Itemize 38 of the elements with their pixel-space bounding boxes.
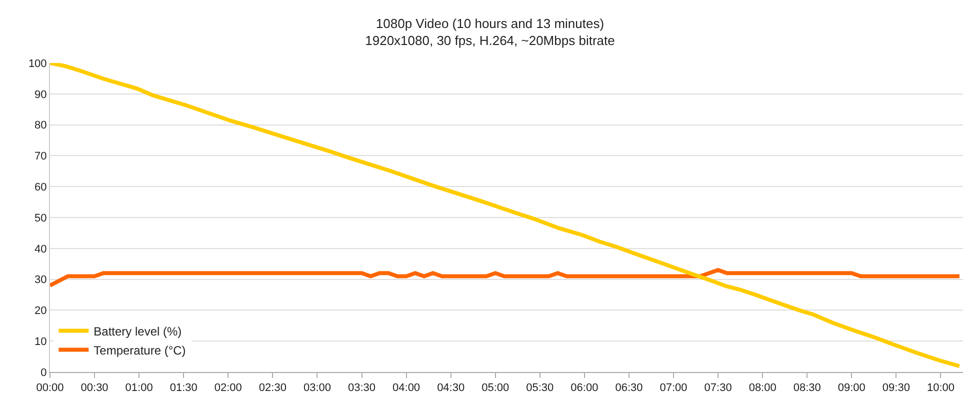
x-tick-label: 06:30 [615, 382, 643, 394]
x-tick-label: 10:00 [926, 382, 954, 394]
y-tick-label: 40 [34, 243, 47, 256]
x-tick-label: 09:30 [882, 382, 910, 394]
x-tick-label: 02:00 [214, 382, 242, 394]
x-tick-label: 09:00 [838, 382, 866, 394]
y-tick-label: 60 [34, 181, 47, 194]
y-tick-label: 70 [34, 150, 47, 163]
y-tick-label: 90 [34, 88, 47, 101]
x-tick-label: 00:30 [80, 382, 108, 394]
x-tick-label: 01:30 [170, 382, 198, 394]
y-tick-label: 80 [34, 120, 47, 132]
x-tick-label: 08:00 [748, 382, 776, 394]
line-series [50, 268, 962, 288]
chart-title: 1080p Video (10 hours and 13 minutes) [376, 16, 604, 31]
y-tick-label: 100 [28, 58, 47, 70]
chart-subtitle: 1920x1080, 30 fps, H.264, ~20Mbps bitrate [365, 32, 615, 48]
y-tick-label: 10 [34, 336, 47, 348]
y-tick-label: 0 [40, 366, 47, 379]
x-tick-label: 05:30 [526, 382, 554, 394]
x-tick-label: 04:30 [437, 382, 465, 394]
x-tick-label: 00:00 [36, 382, 64, 394]
x-tick-label: 08:30 [793, 382, 821, 394]
x-tick-label: 01:00 [125, 382, 153, 394]
x-tick-label: 07:00 [660, 382, 688, 394]
x-tick-label: 02:30 [258, 382, 286, 394]
x-tick-label: 07:30 [704, 382, 732, 394]
legend-label: Battery level (%) [94, 324, 182, 338]
y-tick-label: 30 [34, 274, 47, 286]
x-tick-label: 03:30 [348, 382, 376, 394]
y-tick-label: 50 [34, 212, 47, 224]
legend-label: Temperature (°C) [94, 343, 186, 358]
x-tick-label: 03:00 [303, 382, 331, 394]
x-tick-label: 06:00 [570, 382, 598, 394]
x-tick-label: 04:00 [392, 382, 420, 394]
x-tick-label: 05:00 [482, 382, 510, 394]
line-series [50, 63, 962, 368]
y-tick-label: 20 [34, 305, 47, 318]
